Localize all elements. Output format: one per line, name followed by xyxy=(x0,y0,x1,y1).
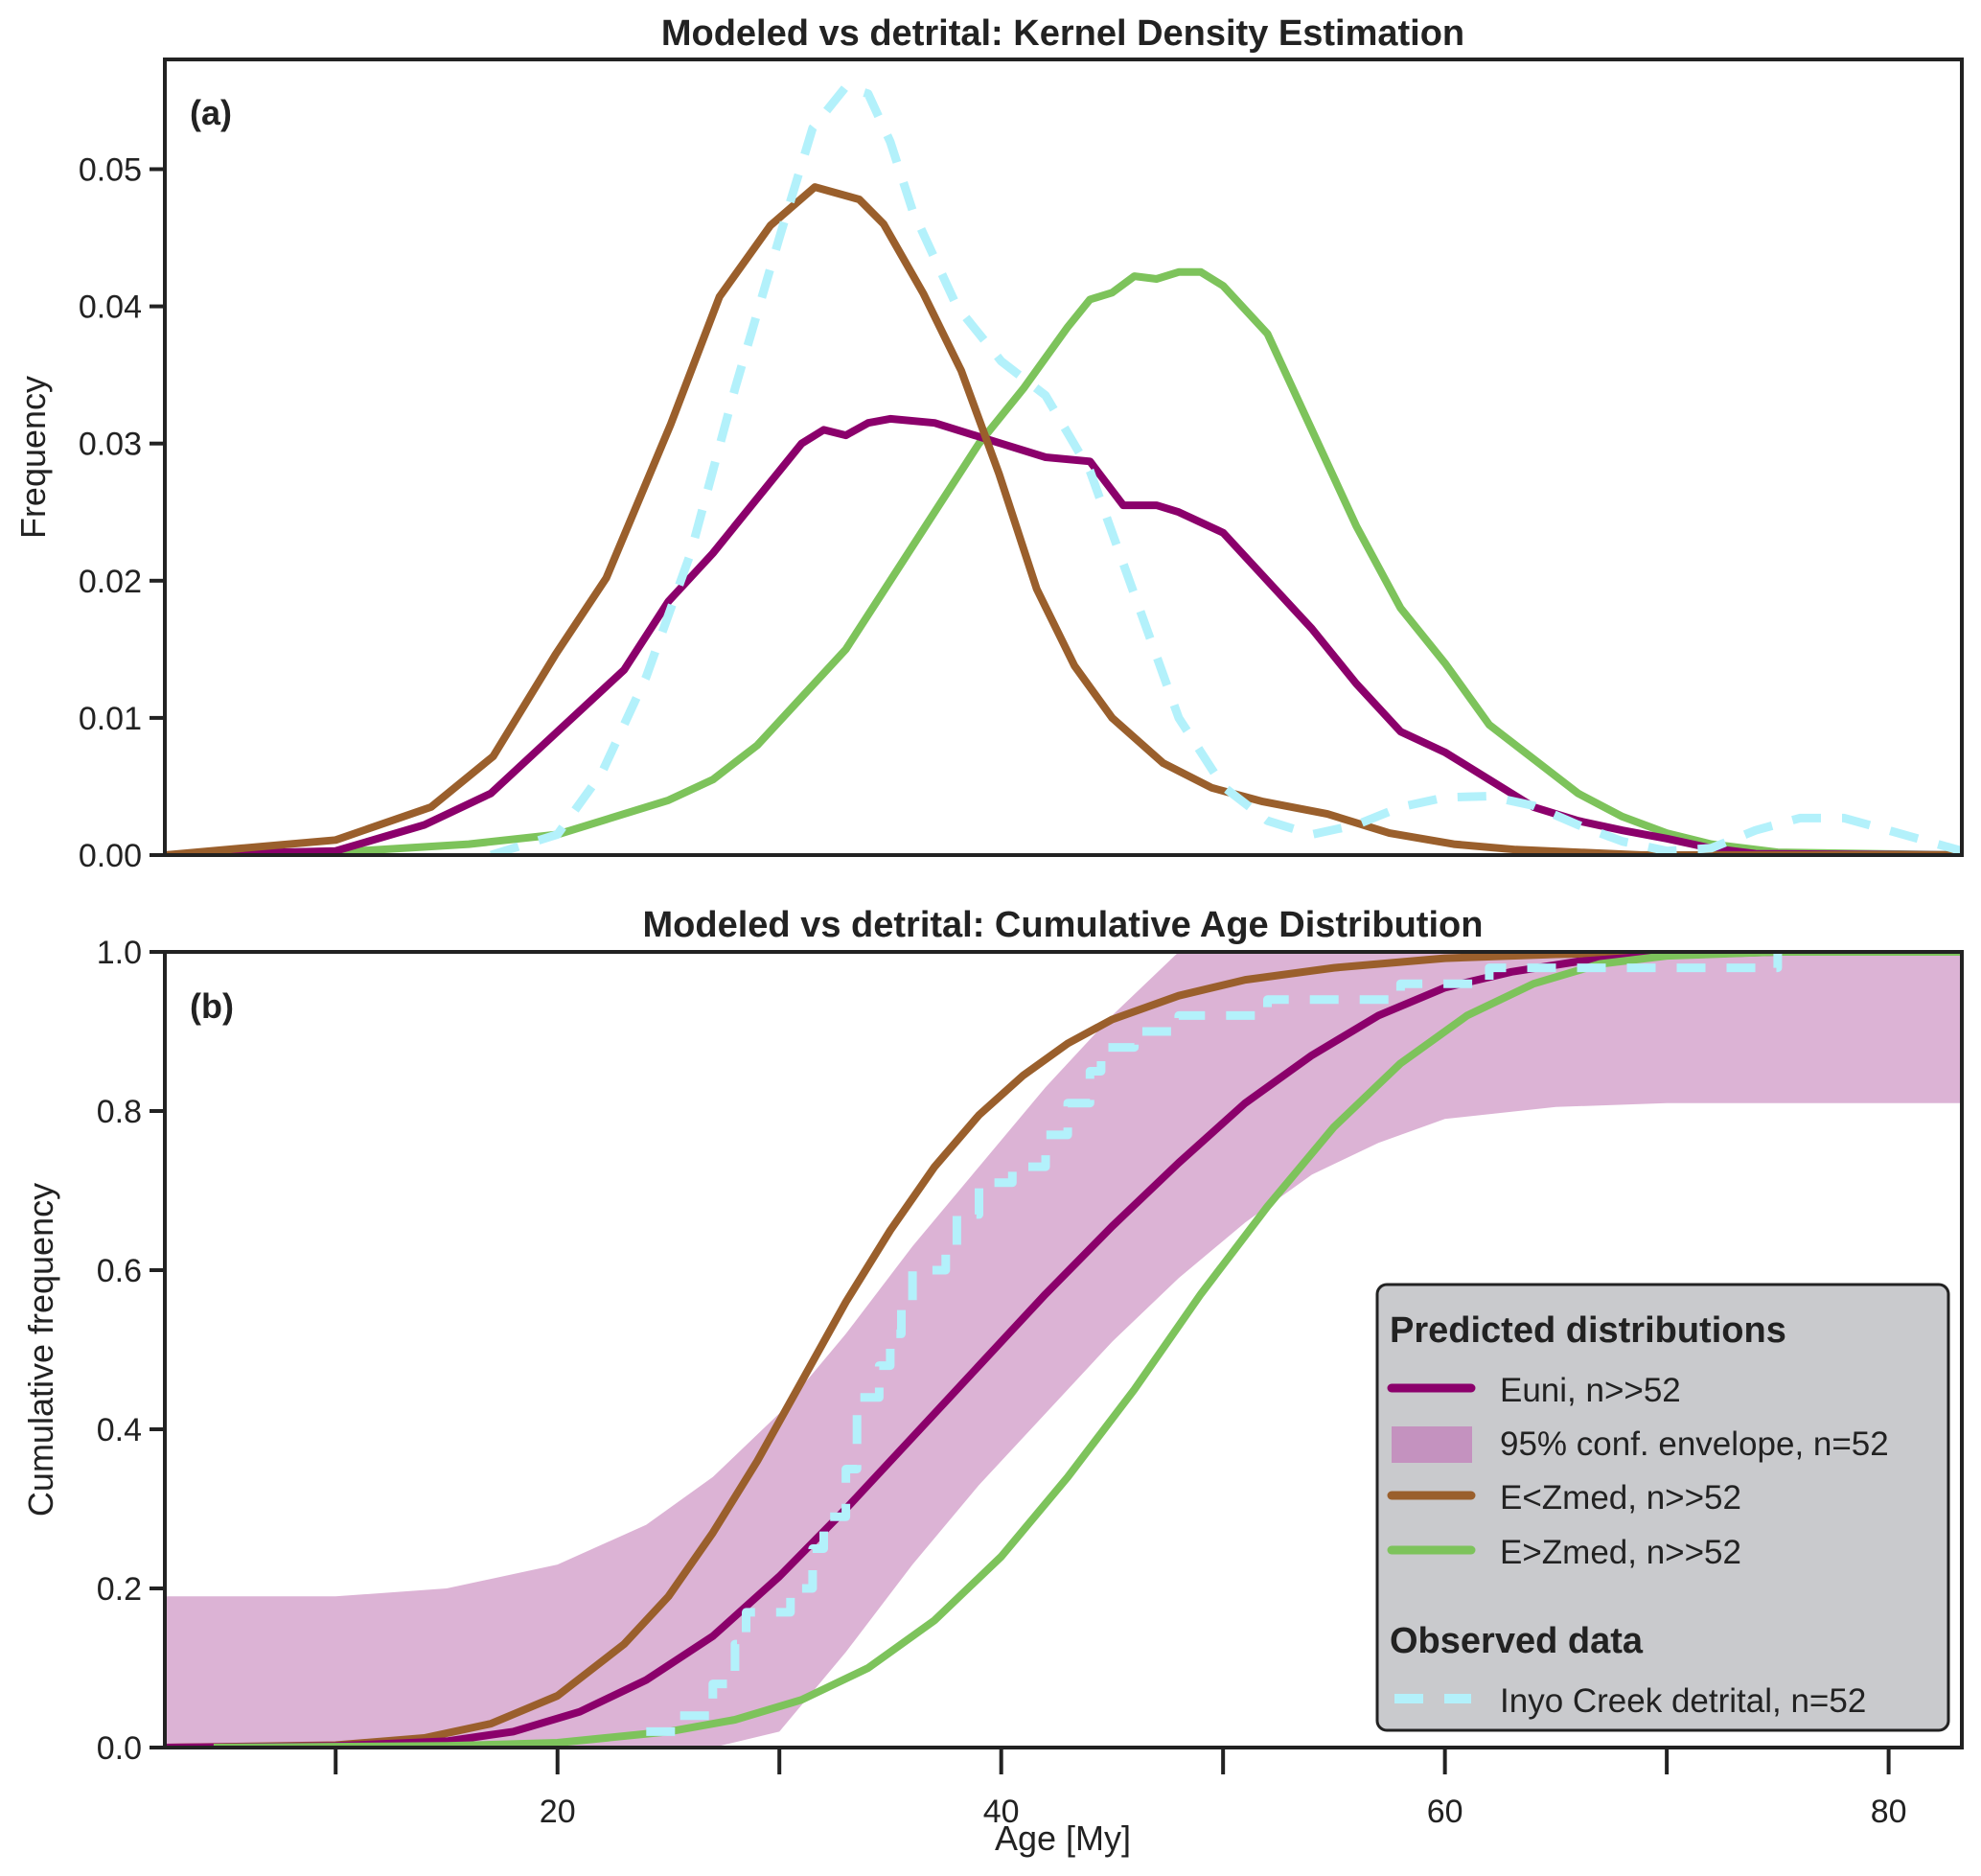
y-tick-label: 0.4 xyxy=(97,1412,142,1448)
legend-box xyxy=(1375,1283,1950,1732)
x-tick-label: 20 xyxy=(540,1794,576,1830)
legend: Predicted distributions Euni, n>>52 95% … xyxy=(1375,1283,1950,1732)
y-tick-label: 1.0 xyxy=(97,935,142,971)
confidence-envelope xyxy=(165,952,1962,1748)
y-tick-label: 0.8 xyxy=(97,1094,142,1130)
kde-panel: Modeled vs detrital: Kernel Density Esti… xyxy=(13,13,1964,874)
legend-label-envelope: 95% conf. envelope, n=52 xyxy=(1500,1425,1889,1463)
x-tick-label: 80 xyxy=(1871,1794,1907,1830)
y-tick-label: 0.6 xyxy=(97,1253,142,1289)
kde-title: Modeled vs detrital: Kernel Density Esti… xyxy=(661,13,1464,54)
kde-y-ticks: 0.00 0.01 0.02 0.03 0.04 0.05 xyxy=(79,151,165,874)
cad-y-axis-label: Cumulative frequency xyxy=(21,1183,60,1517)
series-line-euni-n-52 xyxy=(165,414,1962,855)
legend-label-ezmed-lower: E<Zmed, n>>52 xyxy=(1500,1479,1741,1517)
x-tick-label: 40 xyxy=(983,1794,1020,1830)
y-tick-label: 0.02 xyxy=(79,564,142,600)
legend-label-detrital: Inyo Creek detrital, n=52 xyxy=(1500,1682,1866,1720)
cad-axes-frame xyxy=(163,950,1964,1749)
y-tick-label: 0.00 xyxy=(79,838,142,874)
series-line-inyo-creek-detrital-n-52 xyxy=(646,952,1783,1736)
cad-y-ticks: 0.0 0.2 0.4 0.6 0.8 1.0 xyxy=(97,935,165,1767)
cad-plot-area xyxy=(165,952,1962,1748)
y-tick-label: 0.01 xyxy=(79,701,142,737)
legend-group-title-predicted: Predicted distributions xyxy=(1390,1310,1786,1351)
x-tick-label: 60 xyxy=(1427,1794,1463,1830)
legend-swatch-envelope xyxy=(1392,1426,1472,1463)
legend-label-ezmed-upper: E>Zmed, n>>52 xyxy=(1500,1534,1741,1571)
cad-panel-label: (b) xyxy=(190,986,234,1026)
y-tick-label: 0.05 xyxy=(79,151,142,188)
series-line-inyo-creek-detrital-n-52 xyxy=(489,82,1962,855)
kde-y-axis-label: Frequency xyxy=(13,376,53,539)
y-tick-label: 0.04 xyxy=(79,290,142,326)
y-tick-label: 0.2 xyxy=(97,1571,142,1608)
series-line-e-zmed-n-52 xyxy=(165,183,1962,855)
legend-label-euni: Euni, n>>52 xyxy=(1500,1372,1681,1409)
kde-axes-frame xyxy=(163,58,1964,857)
kde-panel-label: (a) xyxy=(190,93,232,132)
y-tick-label: 0.03 xyxy=(79,427,142,463)
x-axis-label: Age [My] xyxy=(995,1818,1131,1858)
kde-plot-area xyxy=(165,82,1962,855)
cad-title: Modeled vs detrital: Cumulative Age Dist… xyxy=(643,905,1484,945)
y-tick-label: 0.0 xyxy=(97,1730,142,1767)
series-line-e-zmed-n-52 xyxy=(165,952,1962,1748)
cad-x-ticks: 20 40 60 80 xyxy=(334,1748,1907,1830)
legend-group-title-observed: Observed data xyxy=(1390,1621,1644,1661)
series-line-e-zmed-n-52 xyxy=(165,267,1962,855)
cad-panel: Modeled vs detrital: Cumulative Age Dist… xyxy=(21,905,1964,1858)
